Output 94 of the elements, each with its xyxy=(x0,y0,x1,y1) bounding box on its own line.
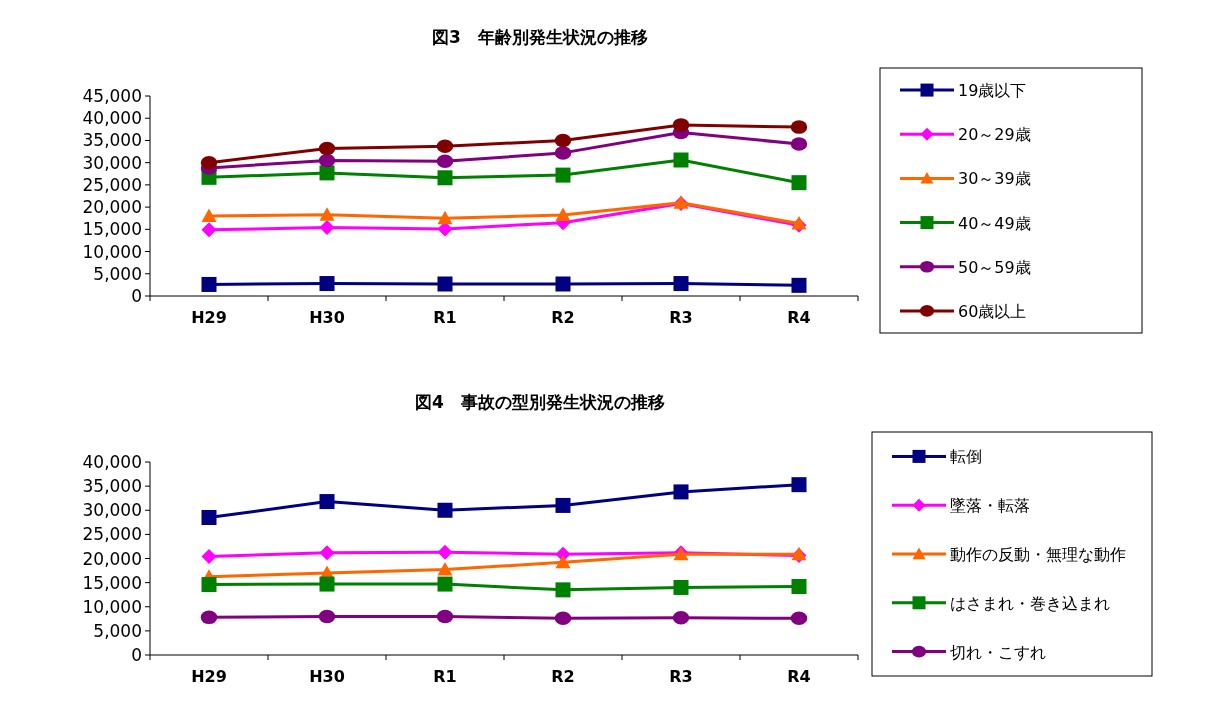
point xyxy=(436,154,454,169)
point xyxy=(437,170,453,186)
x-tick-label: R1 xyxy=(433,308,457,327)
y-tick-label: 0 xyxy=(131,286,142,306)
point xyxy=(554,146,572,160)
point xyxy=(201,208,217,222)
point xyxy=(554,133,572,148)
legend-label: 切れ・こすれ xyxy=(950,642,1046,662)
y-tick-label: 35,000 xyxy=(82,130,142,151)
point xyxy=(790,611,808,626)
point xyxy=(555,582,571,598)
x-tick-label: R4 xyxy=(787,667,811,686)
x-tick-label: R1 xyxy=(433,667,457,686)
point xyxy=(201,577,217,593)
point xyxy=(791,578,807,594)
y-tick-label: 20,000 xyxy=(82,197,142,218)
point xyxy=(555,497,571,513)
x-tick-label: H29 xyxy=(191,308,227,327)
point xyxy=(673,484,689,500)
y-tick-label: 10,000 xyxy=(82,596,142,617)
point xyxy=(319,207,335,221)
point xyxy=(437,276,453,292)
y-tick-label: 5,000 xyxy=(93,263,142,284)
point xyxy=(200,155,218,170)
legend-label: 19歳以下 xyxy=(958,81,1027,101)
point xyxy=(319,165,335,181)
legend-label: 50～59歳 xyxy=(958,257,1031,277)
point xyxy=(791,277,807,293)
point xyxy=(790,120,808,134)
point xyxy=(555,554,571,569)
point xyxy=(437,576,453,592)
y-tick-label: 40,000 xyxy=(82,108,142,129)
y-tick-label: 25,000 xyxy=(82,174,142,195)
point xyxy=(318,153,336,168)
point xyxy=(201,222,217,238)
y-tick-label: 25,000 xyxy=(82,524,142,545)
point xyxy=(791,175,807,191)
legend-label: 動作の反動・無理な動作 xyxy=(950,545,1126,564)
point xyxy=(791,477,807,493)
point xyxy=(437,502,453,518)
point xyxy=(554,611,572,626)
point xyxy=(437,210,453,225)
chart-title: 図4 事故の型別発生状況の推移 xyxy=(415,392,665,412)
legend-label: はさまれ・巻き込まれ xyxy=(950,593,1110,613)
y-tick-label: 40,000 xyxy=(82,452,142,472)
point xyxy=(201,509,217,525)
y-tick-label: 35,000 xyxy=(82,476,142,497)
point xyxy=(318,141,336,156)
y-tick-label: 30,000 xyxy=(82,152,142,173)
y-tick-label: 15,000 xyxy=(82,219,142,240)
point xyxy=(436,609,454,624)
point xyxy=(200,610,218,625)
x-tick-label: H29 xyxy=(191,667,227,686)
y-tick-label: 15,000 xyxy=(82,572,142,593)
point xyxy=(790,137,808,151)
point xyxy=(319,276,335,292)
x-tick-label: R3 xyxy=(669,308,693,327)
y-tick-label: 10,000 xyxy=(82,241,142,262)
legend-label: 墜落・転落 xyxy=(950,496,1030,516)
point xyxy=(555,167,571,183)
point xyxy=(437,562,453,576)
point xyxy=(318,609,336,624)
point xyxy=(673,276,689,292)
y-tick-label: 5,000 xyxy=(93,620,142,641)
y-tick-label: 45,000 xyxy=(82,86,142,106)
legend-label: 40～49歳 xyxy=(958,213,1031,233)
x-tick-label: R2 xyxy=(551,667,575,686)
legend-label: 20～29歳 xyxy=(958,125,1031,145)
point xyxy=(555,207,571,222)
chart-title: 図3 年齢別発生状況の推移 xyxy=(432,27,648,47)
x-tick-label: H30 xyxy=(309,308,345,327)
point xyxy=(555,276,571,292)
point xyxy=(672,611,690,625)
legend-label: 60歳以上 xyxy=(958,301,1027,321)
point xyxy=(319,220,335,236)
legend-label: 30～39歳 xyxy=(958,169,1031,189)
legend-label: 転倒 xyxy=(950,447,982,467)
y-tick-label: 20,000 xyxy=(82,548,142,569)
x-tick-label: R4 xyxy=(787,308,811,327)
point xyxy=(201,276,217,292)
y-tick-label: 0 xyxy=(131,645,142,665)
point xyxy=(201,549,217,565)
point xyxy=(319,576,335,592)
point xyxy=(319,494,335,510)
x-tick-label: H30 xyxy=(309,667,345,686)
x-tick-label: R2 xyxy=(551,308,575,327)
point xyxy=(319,545,335,561)
point xyxy=(437,544,453,560)
point xyxy=(673,579,689,595)
point xyxy=(672,118,690,132)
y-tick-label: 30,000 xyxy=(82,500,142,521)
point xyxy=(436,139,454,153)
x-tick-label: R3 xyxy=(669,667,693,686)
point xyxy=(673,152,689,168)
